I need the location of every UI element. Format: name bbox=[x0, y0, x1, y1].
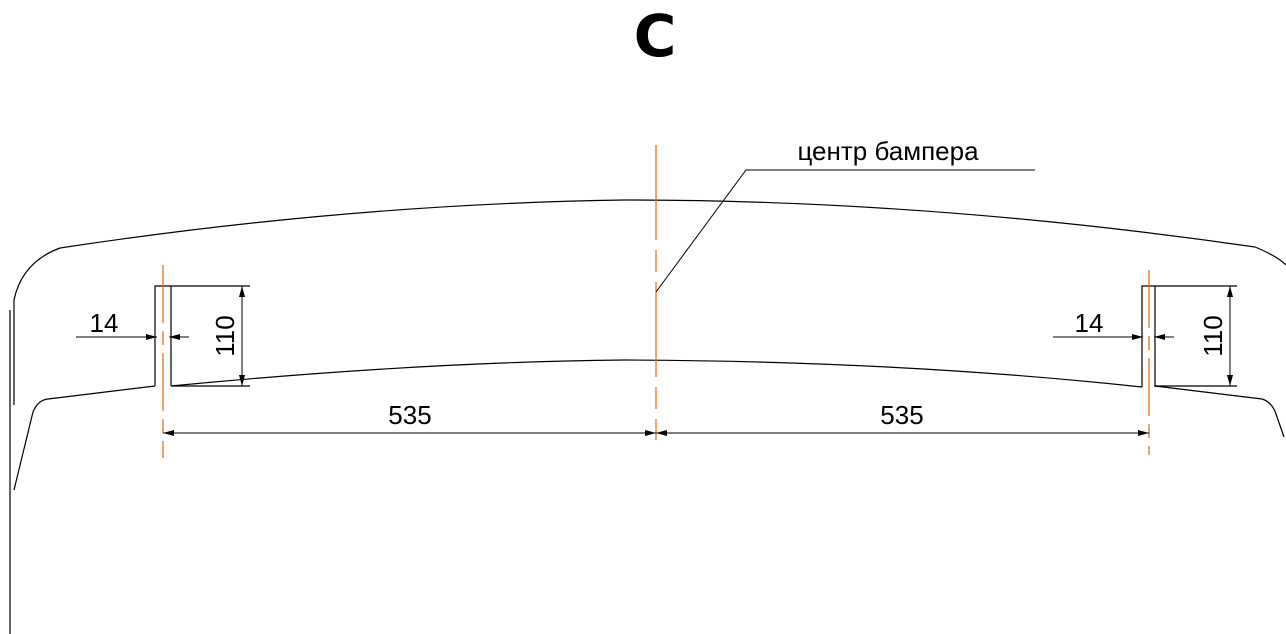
left-height-dimension: 110 bbox=[210, 286, 245, 386]
right-height-dimension: 110 bbox=[1198, 286, 1233, 386]
bumper-outline bbox=[9, 199, 1286, 634]
left-height-value: 110 bbox=[210, 315, 240, 356]
bumper-right-corner bbox=[1254, 246, 1286, 266]
center-label: центр бампера bbox=[797, 136, 979, 166]
left-offset-value: 14 bbox=[90, 308, 119, 338]
right-span-dimension: 535 bbox=[656, 400, 1149, 436]
left-offset-dimension: 14 bbox=[76, 308, 189, 340]
view-label: C bbox=[634, 2, 677, 70]
bumper-outer-edge bbox=[59, 199, 1256, 249]
bumper-inner-right bbox=[1154, 385, 1285, 438]
bumper-inner-left bbox=[13, 385, 156, 491]
left-span-value: 535 bbox=[388, 400, 431, 430]
right-span-value: 535 bbox=[880, 400, 923, 430]
center-label-leader: центр бампера bbox=[655, 136, 1035, 293]
bumper-left-corner bbox=[13, 247, 61, 405]
bumper-inner-middle bbox=[170, 359, 1143, 388]
right-offset-value: 14 bbox=[1075, 308, 1104, 338]
right-height-value: 110 bbox=[1198, 315, 1228, 356]
left-span-dimension: 535 bbox=[163, 400, 656, 436]
right-offset-dimension: 14 bbox=[1053, 308, 1174, 340]
